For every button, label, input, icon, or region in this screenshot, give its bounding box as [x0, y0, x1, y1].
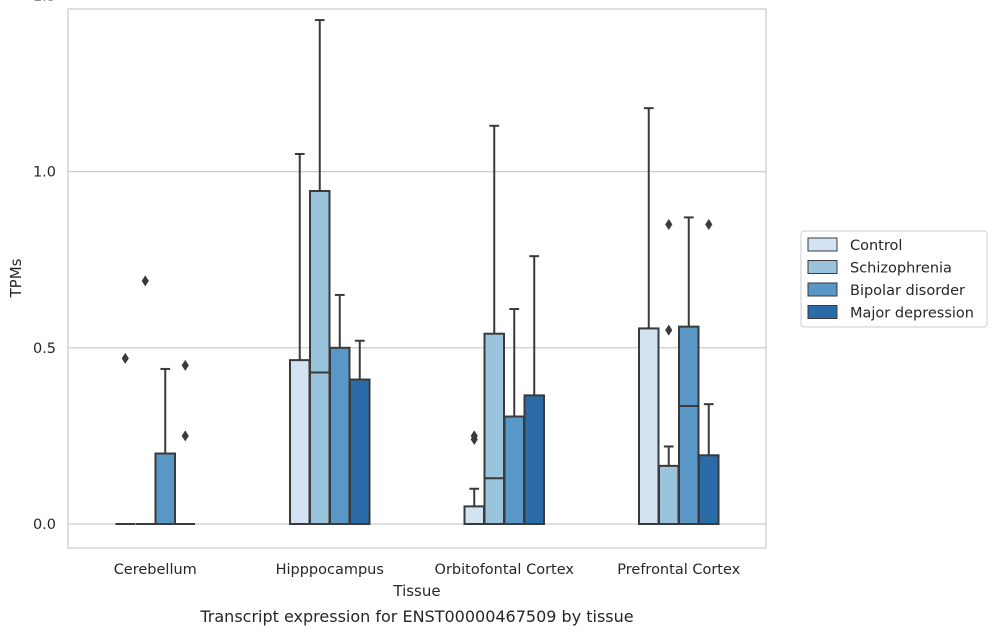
- box-body: [289, 359, 311, 525]
- legend-label: Bipolar disorder: [850, 283, 965, 299]
- x-tick-label: Orbitofontal Cortex: [435, 562, 575, 578]
- x-axis-ticks: Cerebellum Hipppocampus Orbitofontal Corte…: [114, 562, 741, 578]
- legend-swatch: [807, 305, 838, 319]
- gridlines: [68, 170, 766, 525]
- box-orbitofontal-cortex-schizophrenia: [483, 124, 505, 526]
- outlier-point: [121, 352, 129, 364]
- y-tick-label: 0.0: [33, 517, 56, 533]
- legend-swatch: [807, 282, 838, 297]
- chart-caption: Transcript expression for ENST0000046750…: [199, 607, 633, 626]
- y-tick-label: 0.5: [33, 341, 56, 357]
- y-tick-label: 1.0: [33, 165, 56, 181]
- legend-label: Control: [850, 238, 902, 254]
- legend-item-control: Control: [807, 237, 902, 254]
- outlier-point: [665, 324, 673, 336]
- box-orbitofontal-cortex-bipolar-disorder: [503, 308, 525, 526]
- y-tick-label: 1.5: [33, 0, 56, 4]
- outlier-point: [470, 430, 478, 442]
- box-body: [463, 505, 485, 526]
- legend-item-major-depression: Major depression: [807, 305, 974, 322]
- y-axis-ticks: 0.00.51.01.52.02.5: [33, 0, 56, 533]
- box-prefrontal-cortex-major-depression: [698, 218, 720, 526]
- box-body: [349, 378, 371, 525]
- box-body: [309, 189, 331, 525]
- box-orbitofontal-cortex-major-depression: [523, 255, 545, 525]
- x-tick-label: Cerebellum: [114, 562, 197, 578]
- plot-area: [67, 8, 767, 549]
- outlier-point: [665, 218, 673, 230]
- legend-label: Major depression: [850, 306, 974, 322]
- box-body: [638, 327, 660, 525]
- outlier-point: [141, 275, 149, 287]
- box-orbitofontal-cortex-control: [463, 430, 485, 526]
- legend-swatch: [807, 260, 838, 274]
- x-tick-label: Prefrontal Cortex: [617, 562, 740, 578]
- box-prefrontal-cortex-control: [638, 107, 660, 525]
- box-body: [329, 346, 351, 525]
- y-axis-label: TPMs: [7, 258, 25, 298]
- box-hipppocampus-major-depression: [349, 339, 371, 525]
- box-body: [698, 454, 720, 526]
- legend: Control Schizophrenia Bipolar disorder Majo…: [800, 230, 988, 328]
- legend-frame: [800, 230, 988, 328]
- box-body: [483, 332, 505, 526]
- legend-label: Schizophrenia: [850, 261, 952, 277]
- legend-item-bipolar-disorder: Bipolar disorder: [807, 282, 965, 299]
- legend-item-schizophrenia: Schizophrenia: [807, 260, 952, 277]
- box-prefrontal-cortex-bipolar-disorder: [678, 216, 700, 525]
- boxes: [115, 19, 720, 526]
- box-prefrontal-cortex-schizophrenia: [658, 218, 680, 526]
- box-cerebellum-bipolar-disorder: [154, 367, 176, 525]
- outlier-point: [181, 430, 189, 442]
- box-body: [678, 325, 700, 525]
- x-tick-label: Hipppocampus: [276, 562, 384, 578]
- legend-swatch: [807, 237, 838, 252]
- outlier-point: [181, 359, 189, 371]
- box-hipppocampus-schizophrenia: [309, 19, 331, 525]
- box-body: [503, 415, 525, 526]
- box-cerebellum-schizophrenia: [135, 275, 155, 525]
- outlier-point: [705, 218, 713, 230]
- box-body: [658, 464, 680, 526]
- x-axis-label: Tissue: [392, 582, 440, 600]
- box-cerebellum-control: [115, 352, 135, 525]
- box-hipppocampus-control: [289, 152, 311, 525]
- box-body: [154, 452, 176, 525]
- box-cerebellum-major-depression: [175, 359, 195, 525]
- box-hipppocampus-bipolar-disorder: [329, 293, 351, 525]
- box-body: [523, 394, 545, 525]
